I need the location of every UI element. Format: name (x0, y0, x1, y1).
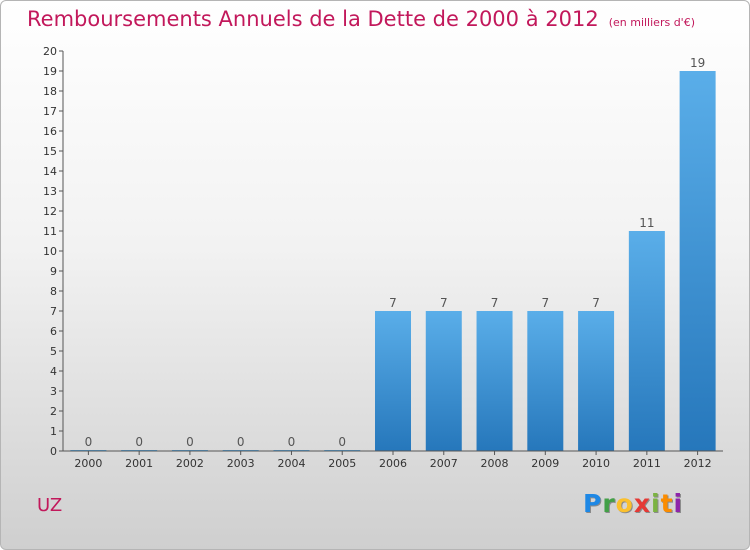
x-tick-label: 2004 (277, 457, 305, 470)
y-tick-label: 13 (43, 185, 57, 198)
chart-subtitle: (en milliers d'€) (608, 16, 695, 29)
y-tick-label: 5 (50, 345, 57, 358)
bar-2009 (527, 311, 564, 451)
bar-value-label: 19 (690, 56, 705, 70)
bar-2006 (375, 311, 411, 451)
x-tick-label: 2010 (582, 457, 610, 470)
y-tick-label: 6 (50, 325, 57, 338)
bar-2008 (476, 311, 513, 451)
commune-label: UZ (37, 495, 63, 516)
bar-2011 (628, 231, 665, 451)
bar-value-label: 0 (288, 435, 296, 449)
x-tick-label: 2011 (633, 457, 661, 470)
x-tick-label: 2006 (379, 457, 407, 470)
y-tick-label: 15 (43, 145, 57, 158)
y-tick-label: 10 (43, 245, 57, 258)
y-tick-label: 12 (43, 205, 57, 218)
bar-2007 (425, 311, 462, 451)
y-tick-label: 20 (43, 45, 57, 58)
bar-2012 (679, 71, 716, 451)
x-tick-label: 2007 (430, 457, 458, 470)
proxiti-logo: Proxiti (583, 489, 684, 518)
y-tick-label: 17 (43, 105, 57, 118)
x-tick-label: 2005 (328, 457, 356, 470)
x-tick-label: 2003 (227, 457, 255, 470)
bar-value-label: 0 (186, 435, 194, 449)
bar-value-label: 7 (491, 296, 499, 310)
x-tick-label: 2008 (481, 457, 509, 470)
bar-value-label: 0 (85, 435, 93, 449)
y-tick-label: 3 (50, 385, 57, 398)
y-tick-label: 0 (50, 445, 57, 458)
x-tick-label: 2000 (74, 457, 102, 470)
y-tick-label: 2 (50, 405, 57, 418)
x-axis: 2000 2001 2002 2003 2004 2005 2006 2007 2008 2009… (63, 450, 723, 470)
bar-2010 (578, 311, 615, 451)
bar-value-label: 7 (389, 296, 397, 310)
y-tick-label: 18 (43, 85, 57, 98)
y-tick-label: 11 (43, 225, 57, 238)
bar-value-label: 7 (541, 296, 549, 310)
y-tick-label: 16 (43, 125, 57, 138)
bar-value-label: 0 (338, 435, 346, 449)
bar-value-label: 11 (639, 216, 654, 230)
x-tick-label: 2001 (125, 457, 153, 470)
bar-value-label: 7 (440, 296, 448, 310)
chart-title: Remboursements Annuels de la Dette de 20… (27, 7, 695, 31)
y-tick-label: 19 (43, 65, 57, 78)
x-tick-label: 2002 (176, 457, 204, 470)
bar-value-label: 0 (237, 435, 245, 449)
y-tick-label: 8 (50, 285, 57, 298)
y-tick-label: 1 (50, 425, 57, 438)
y-tick-label: 9 (50, 265, 57, 278)
x-tick-label: 2012 (684, 457, 712, 470)
bar-value-label: 7 (592, 296, 600, 310)
y-tick-label: 4 (50, 365, 57, 378)
bars: 0 0 0 0 0 0 7 7 7 7 7 11 19 (70, 56, 716, 451)
y-tick-label: 7 (50, 305, 57, 318)
y-tick-label: 14 (43, 165, 57, 178)
x-tick-label: 2009 (531, 457, 559, 470)
bar-value-label: 0 (135, 435, 143, 449)
